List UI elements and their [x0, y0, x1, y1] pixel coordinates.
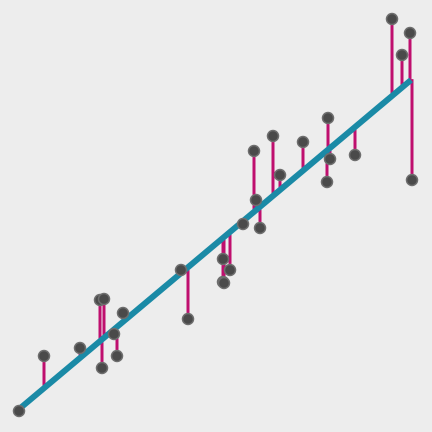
data-point-12: [218, 254, 229, 265]
data-point-21: [275, 170, 286, 181]
data-point-2: [39, 351, 50, 362]
data-point-22: [298, 137, 309, 148]
data-point-27: [387, 14, 398, 25]
data-point-26: [350, 150, 361, 161]
data-point-7: [109, 329, 120, 340]
data-point-14: [225, 265, 236, 276]
data-point-20: [268, 131, 279, 142]
data-point-28: [397, 50, 408, 61]
data-point-16: [238, 219, 249, 230]
data-point-11: [183, 314, 194, 325]
data-point-6: [97, 363, 108, 374]
data-point-25: [322, 177, 333, 188]
data-point-15: [219, 278, 230, 289]
data-point-9: [118, 308, 129, 319]
data-point-18: [251, 195, 262, 206]
data-point-17: [249, 146, 260, 157]
data-point-24: [325, 154, 336, 165]
data-point-1: [14, 406, 25, 417]
data-point-10: [176, 265, 187, 276]
data-point-8: [112, 351, 123, 362]
regression-line-group: [18, 80, 411, 410]
data-point-5: [99, 294, 110, 305]
regression-line: [18, 80, 411, 410]
data-point-30: [407, 175, 418, 186]
data-point-23: [323, 113, 334, 124]
data-point-3: [75, 343, 86, 354]
data-points: [14, 14, 418, 417]
data-point-19: [255, 223, 266, 234]
data-point-29: [405, 28, 416, 39]
